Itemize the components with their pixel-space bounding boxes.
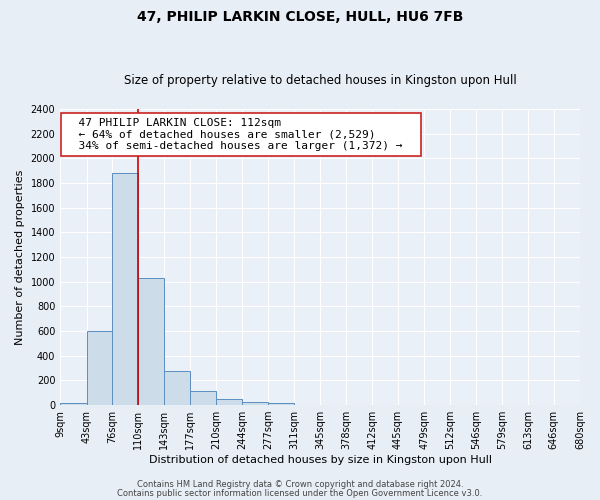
Bar <box>242 402 268 405</box>
Bar <box>139 278 164 405</box>
Bar <box>60 402 86 405</box>
Bar <box>112 173 139 405</box>
Bar <box>86 331 112 405</box>
Bar <box>268 402 294 405</box>
Title: Size of property relative to detached houses in Kingston upon Hull: Size of property relative to detached ho… <box>124 74 517 87</box>
Text: Contains HM Land Registry data © Crown copyright and database right 2024.: Contains HM Land Registry data © Crown c… <box>137 480 463 489</box>
X-axis label: Distribution of detached houses by size in Kingston upon Hull: Distribution of detached houses by size … <box>149 455 491 465</box>
Bar <box>190 391 216 405</box>
Text: 47 PHILIP LARKIN CLOSE: 112sqm  
  ← 64% of detached houses are smaller (2,529) : 47 PHILIP LARKIN CLOSE: 112sqm ← 64% of … <box>65 118 416 151</box>
Text: Contains public sector information licensed under the Open Government Licence v3: Contains public sector information licen… <box>118 489 482 498</box>
Y-axis label: Number of detached properties: Number of detached properties <box>15 170 25 344</box>
Text: 47, PHILIP LARKIN CLOSE, HULL, HU6 7FB: 47, PHILIP LARKIN CLOSE, HULL, HU6 7FB <box>137 10 463 24</box>
Bar <box>216 399 242 405</box>
Bar <box>164 370 190 405</box>
